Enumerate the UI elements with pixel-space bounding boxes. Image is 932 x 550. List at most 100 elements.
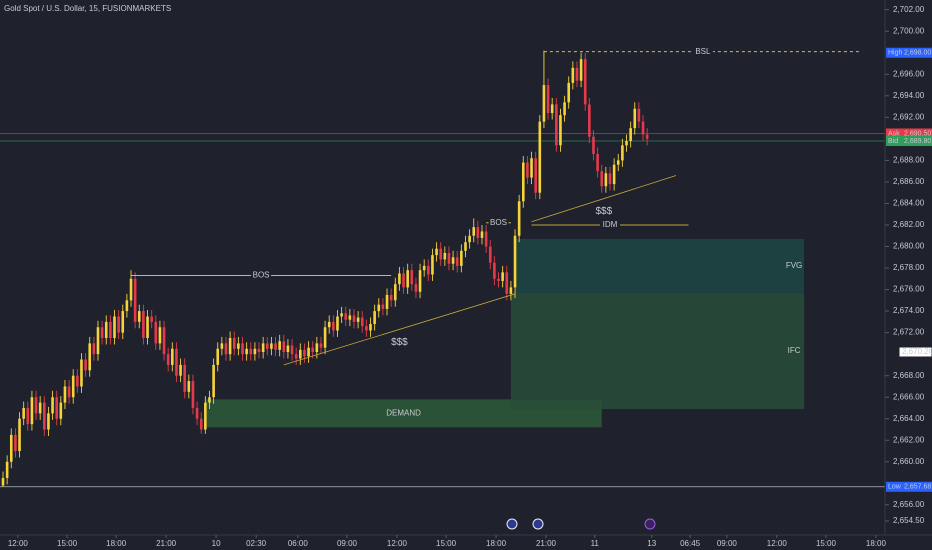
candle-body <box>427 265 430 275</box>
candle-body <box>265 343 269 349</box>
candle-body <box>121 311 125 333</box>
event-earnings[interactable] <box>644 518 656 530</box>
candle-body <box>575 67 579 81</box>
x-tick-label: 06:45 <box>680 539 701 548</box>
candle-body <box>195 407 199 419</box>
candle-body <box>422 265 426 271</box>
candle-body <box>158 327 162 344</box>
price-tag-bg <box>886 47 903 58</box>
crosshair-label: 2,670.20 <box>902 347 932 356</box>
candle-body <box>344 313 348 320</box>
candle-body <box>381 304 385 309</box>
candle-body <box>216 348 220 365</box>
zone-label: FVG <box>786 261 802 270</box>
candle-body <box>472 227 476 236</box>
candle-body <box>323 327 327 348</box>
candle-body <box>125 300 129 312</box>
candle-body <box>286 345 290 353</box>
candle-body <box>443 252 447 260</box>
candle-body <box>488 246 492 263</box>
candle-body <box>187 381 191 392</box>
event-flag[interactable] <box>532 518 544 530</box>
candle-body <box>365 326 368 331</box>
candle-body <box>191 381 195 408</box>
x-tick-label: 02:30 <box>246 539 267 548</box>
candle-body <box>133 278 137 322</box>
candle-body <box>96 327 100 355</box>
candle-body <box>71 375 75 398</box>
x-tick-label: 10 <box>212 539 221 548</box>
candle-body <box>146 316 149 339</box>
candle-body <box>80 359 83 387</box>
candle-body <box>410 270 414 285</box>
price-label: 2,689.80 <box>904 138 931 145</box>
candle-body <box>455 257 459 266</box>
candle-body <box>385 294 389 309</box>
x-tick-label: 12:00 <box>767 539 788 548</box>
candle-body <box>625 141 628 146</box>
candle-body <box>521 162 525 202</box>
y-tick-label: 2,676.00 <box>893 285 925 294</box>
annotation-label: BOS <box>253 271 270 280</box>
zone <box>515 238 805 293</box>
candle-body <box>332 321 335 331</box>
zone-label: DEMAND <box>386 408 421 417</box>
candle-body <box>621 145 624 161</box>
candle-body <box>117 316 120 333</box>
y-tick-label: 2,654.50 <box>893 516 925 525</box>
x-tick-label: 18:00 <box>866 539 887 548</box>
price-label-bg <box>903 128 932 139</box>
candle-body <box>55 397 58 419</box>
candle-body <box>616 160 620 165</box>
candle-body <box>513 235 517 288</box>
candle-body <box>542 85 546 122</box>
candle-body <box>109 321 112 339</box>
candle-body <box>633 108 637 129</box>
x-tick-label: 15:00 <box>816 539 837 548</box>
candle-body <box>476 227 480 238</box>
x-tick-label: 15:00 <box>436 539 457 548</box>
candle-body <box>154 321 158 344</box>
candle-body <box>389 294 393 301</box>
candle-body <box>199 418 203 430</box>
candle-body <box>18 418 21 452</box>
candle-body <box>579 59 583 81</box>
candle-body <box>406 270 409 288</box>
candle-body <box>567 82 571 103</box>
candle-body <box>76 375 79 387</box>
candle-body <box>9 434 13 462</box>
candle-body <box>460 250 463 266</box>
y-tick-label: 2,660.00 <box>893 457 925 466</box>
candle-body <box>439 248 443 260</box>
candle-body <box>608 173 612 185</box>
candle-body <box>166 354 170 365</box>
x-tick-label: 12:00 <box>8 539 29 548</box>
candle-body <box>142 311 145 339</box>
y-tick-label: 2,666.00 <box>893 392 925 401</box>
candle-body <box>517 201 521 236</box>
candle-body <box>171 348 174 365</box>
candle-body <box>538 121 542 193</box>
x-tick-label: 11 <box>591 539 600 548</box>
candle-body <box>137 311 141 322</box>
event-flag[interactable] <box>506 518 518 530</box>
candle-body <box>645 134 649 139</box>
candle-body <box>59 402 63 419</box>
candle-body <box>393 284 397 301</box>
chart-title: Gold Spot / U.S. Dollar, 15, FUSIONMARKE… <box>4 4 171 13</box>
candle-body <box>282 341 286 353</box>
annotation-label-bg <box>251 270 272 281</box>
candle-body <box>319 343 323 348</box>
candle-body <box>588 104 591 137</box>
candle-body <box>604 173 608 187</box>
candle-body <box>596 153 599 172</box>
candle-body <box>63 386 67 403</box>
x-tick-label: 09:00 <box>337 539 358 548</box>
y-tick-label: 2,672.00 <box>893 328 925 337</box>
price-label: 2,657.68 <box>904 484 931 491</box>
candle-body <box>1 477 5 486</box>
x-tick-label: 21:00 <box>536 539 557 548</box>
candle-body <box>480 231 484 238</box>
candle-body <box>183 364 186 392</box>
candle-body <box>257 348 261 353</box>
